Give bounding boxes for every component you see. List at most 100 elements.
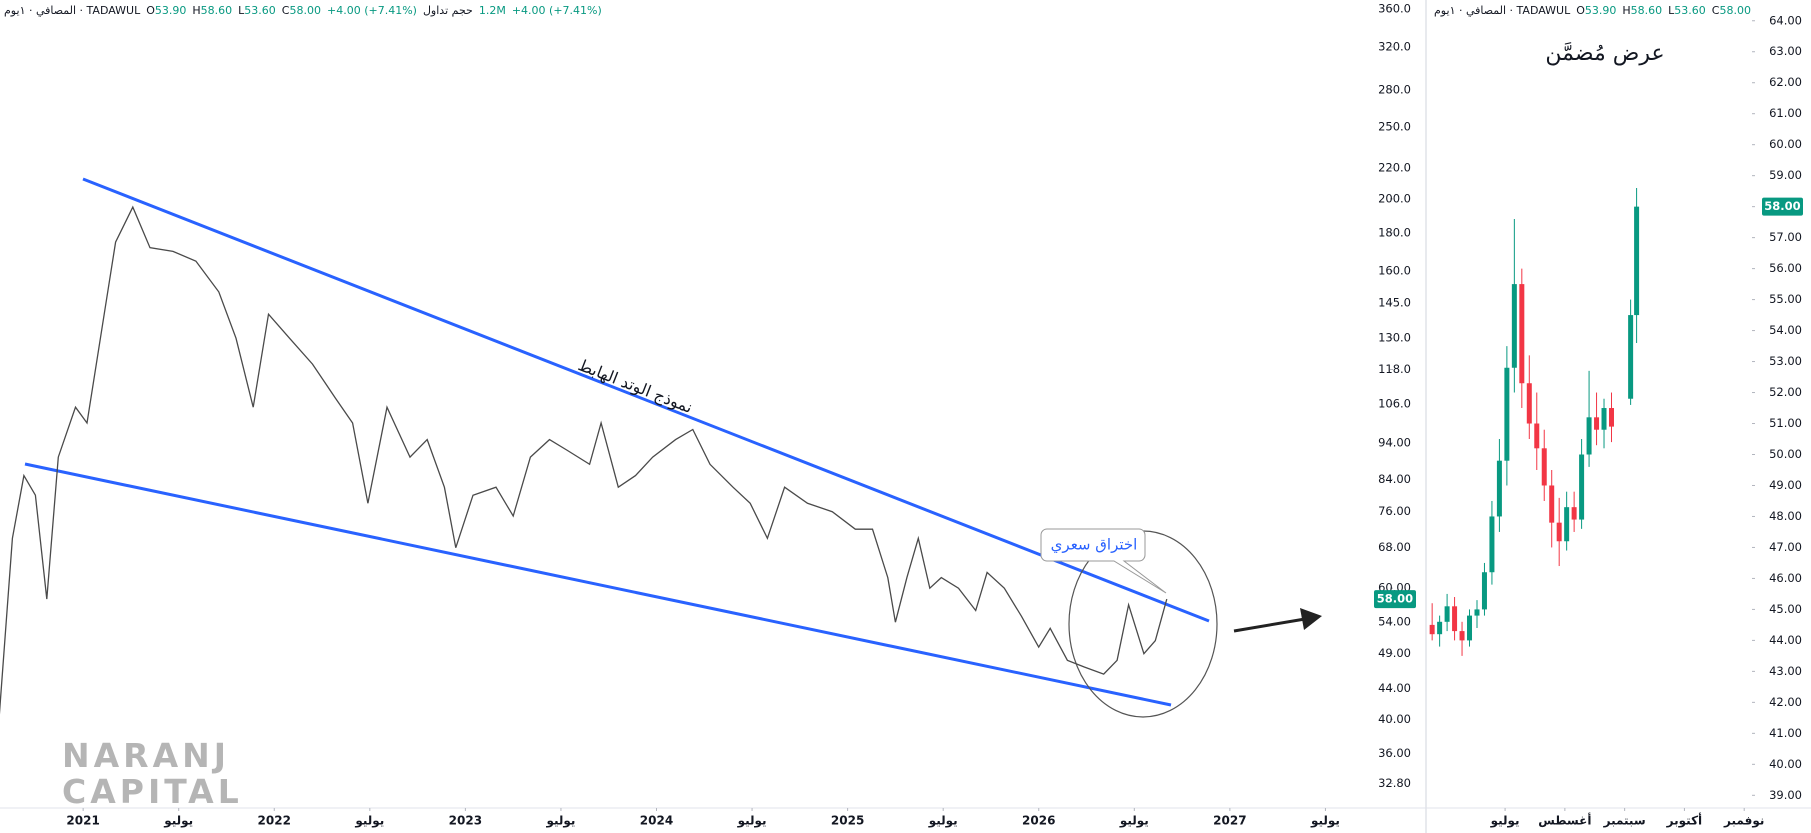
x-tick-label: سبتمبر	[1603, 814, 1646, 828]
y-tick-label: 64.00	[1769, 13, 1802, 27]
y-tick-label: 220.0	[1378, 161, 1411, 175]
y-tick-label: 41.00	[1769, 726, 1802, 740]
candle-body	[1437, 621, 1443, 635]
candle-body	[1586, 417, 1592, 455]
candle-body	[1511, 284, 1517, 368]
y-tick-label: 43.00	[1769, 664, 1802, 678]
y-tick-label: 94.00	[1378, 436, 1411, 450]
x-tick-label: أغسطس	[1538, 813, 1591, 828]
y-tick-label: 280.0	[1378, 83, 1411, 97]
x-tick-label: يوليو	[354, 814, 384, 829]
ohlc-o: O53.90	[146, 4, 187, 17]
watermark-line: CAPITAL	[62, 772, 243, 811]
y-tick-label: 42.00	[1769, 695, 1802, 709]
y-tick-label: 76.00	[1378, 504, 1411, 518]
lower-trendline	[24, 462, 1172, 707]
volume-label: حجم تداول	[422, 4, 473, 17]
candle-body	[1541, 448, 1547, 486]
y-tick-label: 62.00	[1769, 75, 1802, 89]
y-tick-label: 118.0	[1378, 362, 1411, 376]
x-tick-label: 2026	[1022, 814, 1055, 828]
candle-body	[1549, 485, 1555, 523]
price-line	[0, 205, 1168, 715]
y-tick-label: 320.0	[1378, 39, 1411, 53]
y-tick-label: 46.00	[1769, 571, 1802, 585]
volume-change: +4.00 (+7.41%)	[511, 4, 602, 17]
ohlc-h: H58.60	[1622, 4, 1663, 17]
y-tick-label: 63.00	[1769, 44, 1802, 58]
x-tick-label: يوليو	[1119, 814, 1149, 829]
y-tick-label: 61.00	[1769, 106, 1802, 120]
last-price-label: 58.00	[1377, 592, 1413, 606]
x-tick-label: 2023	[449, 814, 482, 828]
y-tick-label: 44.00	[1378, 681, 1411, 695]
last-price-tag	[1762, 197, 1803, 216]
y-tick-label: 68.00	[1378, 540, 1411, 554]
y-tick-label: 48.00	[1769, 509, 1802, 523]
callout-box	[1040, 528, 1167, 594]
volume: 1.2M	[478, 4, 506, 17]
candle-body	[1526, 383, 1532, 424]
symbol: المصافي · ١يوم · TADAWUL	[4, 4, 141, 17]
inset-title: عرض مُضمَّن	[1545, 41, 1664, 66]
x-tick-label: نوفمبر	[1723, 814, 1764, 829]
candle-body	[1534, 423, 1540, 449]
candle-body	[1556, 522, 1562, 542]
y-tick-label: 145.0	[1378, 295, 1411, 309]
last-price-tag	[1374, 590, 1416, 609]
candle-body	[1519, 284, 1525, 384]
candle-body	[1634, 206, 1640, 316]
candle-body	[1628, 315, 1634, 399]
candle-body	[1459, 631, 1465, 641]
candle-body	[1601, 408, 1607, 430]
y-tick-label: 250.0	[1378, 119, 1411, 133]
y-tick-label: 53.00	[1769, 354, 1802, 368]
y-tick-label: 59.00	[1769, 168, 1802, 182]
y-tick-label: 50.00	[1769, 447, 1802, 461]
y-tick-label: 40.00	[1769, 757, 1802, 771]
inset-header: المصافي · ١يوم · TADAWUL O53.90 H58.60 L…	[1434, 4, 1752, 17]
y-tick-label: 56.00	[1769, 261, 1802, 275]
y-tick-label: 57.00	[1769, 230, 1802, 244]
candle-body	[1504, 367, 1510, 461]
ohlc-l: L53.60	[1668, 4, 1706, 17]
ohlc-l: L53.60	[238, 4, 276, 17]
ohlc-c: C58.00	[281, 4, 321, 17]
arrow-head	[1300, 608, 1322, 630]
x-tick-label: أكتوبر	[1666, 813, 1702, 829]
y-tick-label: 45.00	[1769, 602, 1802, 616]
x-tick-label: يوليو	[545, 814, 575, 829]
y-tick-label: 84.00	[1378, 472, 1411, 486]
ohlc-h: H58.60	[192, 4, 233, 17]
watermark-line: NARANJ	[62, 736, 231, 775]
x-tick-label: يوليو	[928, 814, 958, 829]
y-tick-label: 44.00	[1769, 633, 1802, 647]
y-tick-label: 160.0	[1378, 264, 1411, 278]
watermark: NARANJ CAPITAL	[62, 738, 243, 810]
candle-body	[1594, 417, 1600, 430]
candle-body	[1452, 606, 1458, 632]
ohlc-o: O53.90	[1576, 4, 1617, 17]
y-tick-label: 49.00	[1378, 646, 1411, 660]
candle-body	[1579, 454, 1585, 520]
y-tick-label: 360.0	[1378, 1, 1411, 15]
candle-body	[1489, 516, 1495, 573]
x-tick-label: يوليو	[1310, 814, 1340, 829]
x-tick-label: 2025	[831, 814, 864, 828]
breakout-label: اختراق سعري	[1051, 536, 1138, 555]
ohlc-c: C58.00	[1711, 4, 1751, 17]
y-tick-label: 39.00	[1769, 788, 1802, 802]
y-tick-label: 200.0	[1378, 191, 1411, 205]
y-tick-label: 40.00	[1378, 712, 1411, 726]
y-tick-label: 49.00	[1769, 478, 1802, 492]
change: +4.00 (+7.41%)	[326, 4, 417, 17]
x-tick-label: 2022	[258, 814, 291, 828]
candle-body	[1474, 609, 1480, 616]
y-tick-label: 54.00	[1769, 323, 1802, 337]
y-tick-label: 52.00	[1769, 385, 1802, 399]
candle-body	[1608, 408, 1614, 427]
y-tick-label: 36.00	[1378, 746, 1411, 760]
y-tick-label: 106.0	[1378, 397, 1411, 411]
